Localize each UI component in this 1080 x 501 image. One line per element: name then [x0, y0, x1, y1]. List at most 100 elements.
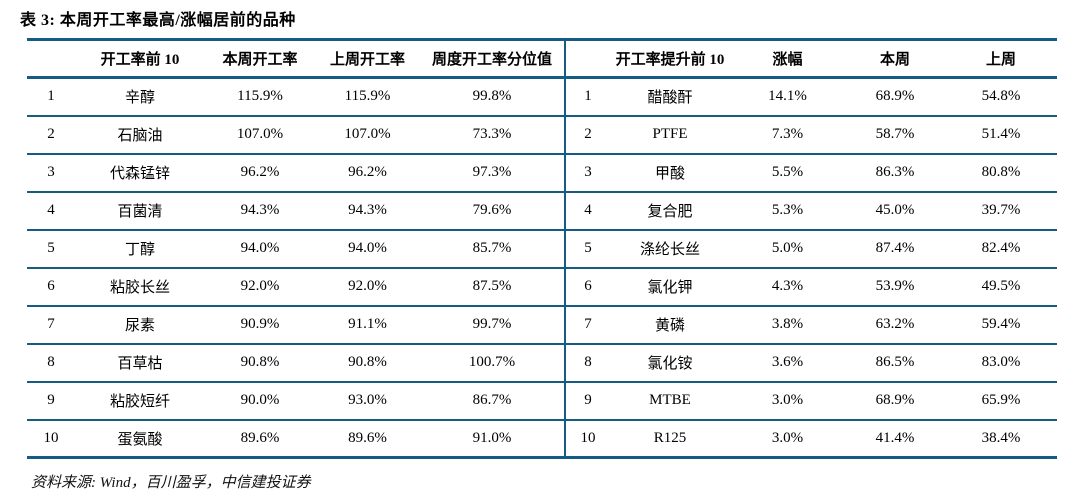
left-cell-this-week-rate: 107.0% — [236, 126, 284, 142]
left-cell-rank: 2 — [47, 126, 55, 142]
operating-rate-table: 开工率前 10 本周开工率 上周开工率 周度开工率分位值 开工率提升前 10 涨幅 本周 上周… — [27, 38, 1057, 459]
right-cell-last-week: 59.4% — [981, 316, 1021, 332]
left-cell-this-week-rate: 89.6% — [240, 429, 280, 446]
right-cell-last-week: 51.4% — [981, 126, 1021, 142]
right-cell-product: 氯化钾 — [647, 280, 693, 296]
right-cell-rank: 9 — [564, 381, 610, 420]
left-cell-last-week-rate: 91.1% — [348, 316, 387, 332]
right-cell-this-week: 68.9% — [875, 392, 915, 408]
right-cell-last-week: 65.9% — [981, 392, 1021, 408]
left-cell-last-week-rate: 94.3% — [348, 202, 387, 218]
table-row-8: 8 百草枯 90.8% 90.8% 100.7% 8 氯化铵 3.6% 86.5% 83.0% — [27, 343, 1057, 382]
left-cell-rank: 9 — [47, 392, 55, 408]
left-cell-weekly-percentile: 87.5% — [472, 278, 512, 294]
left-header-this-week-rate: 本周开工率 — [222, 52, 298, 68]
right-cell-change: 5.5% — [771, 164, 804, 180]
right-cell-rank: 10 — [564, 419, 610, 458]
left-cell-product: 粘胶长丝 — [109, 280, 170, 296]
right-cell-product: 黄磷 — [654, 318, 685, 334]
right-header-change: 涨幅 — [772, 52, 803, 68]
right-cell-rank: 6 — [564, 267, 610, 306]
left-cell-rank: 10 — [43, 429, 59, 446]
left-cell-product: 石脑油 — [117, 128, 163, 144]
left-cell-weekly-percentile: 100.7% — [468, 354, 516, 370]
left-cell-this-week-rate: 96.2% — [240, 164, 280, 180]
left-cell-rank: 4 — [47, 202, 55, 218]
right-cell-last-week: 80.8% — [981, 164, 1021, 180]
left-cell-this-week-rate: 90.0% — [240, 392, 280, 408]
table-row-5: 5 丁醇 94.0% 94.0% 85.7% 5 涤纶长丝 5.0% 87.4% 82.4% — [27, 229, 1057, 268]
left-cell-product: 百菌清 — [117, 204, 163, 220]
table-body: 1 辛醇 115.9% 115.9% 99.8% 1 醋酸酐 14.1% 68.9% 54.8% 2… — [27, 77, 1057, 458]
right-cell-last-week: 82.4% — [981, 240, 1021, 256]
right-cell-change: 3.8% — [771, 316, 804, 332]
right-cell-product: 复合肥 — [647, 204, 693, 220]
right-cell-last-week: 39.7% — [981, 202, 1021, 218]
right-cell-last-week: 49.5% — [981, 278, 1021, 294]
right-cell-last-week: 54.8% — [981, 88, 1021, 105]
left-cell-last-week-rate: 96.2% — [348, 164, 387, 180]
left-cell-weekly-percentile: 79.6% — [472, 202, 512, 218]
left-cell-product: 尿素 — [124, 318, 155, 334]
right-cell-this-week: 68.9% — [875, 88, 915, 105]
right-cell-rank: 4 — [564, 191, 610, 230]
left-cell-weekly-percentile: 86.7% — [472, 392, 512, 408]
left-cell-weekly-percentile: 91.0% — [472, 429, 512, 446]
left-cell-last-week-rate: 90.8% — [348, 354, 387, 370]
left-cell-last-week-rate: 107.0% — [344, 126, 391, 142]
right-header-rank — [564, 39, 610, 78]
right-cell-product: 涤纶长丝 — [639, 242, 700, 258]
source-note: 资料来源: Wind，百川盈孚，中信建投证券 — [31, 475, 311, 491]
right-cell-product: R125 — [653, 429, 687, 446]
left-cell-weekly-percentile: 99.8% — [472, 88, 512, 105]
right-cell-change: 4.3% — [771, 278, 804, 294]
right-cell-rank: 5 — [564, 229, 610, 268]
right-cell-this-week: 86.3% — [875, 164, 915, 180]
table-row-10: 10 蛋氨酸 89.6% 89.6% 91.0% 10 R125 3.0% 41.4% 38.4% — [27, 419, 1057, 458]
right-cell-this-week: 53.9% — [875, 278, 915, 294]
left-cell-this-week-rate: 94.3% — [240, 202, 280, 218]
table-row-4: 4 百菌清 94.3% 94.3% 79.6% 4 复合肥 5.3% 45.0% 39.7% — [27, 191, 1057, 230]
right-cell-rank: 1 — [564, 77, 610, 116]
right-cell-product: 甲酸 — [654, 166, 685, 182]
right-cell-change: 3.0% — [771, 429, 804, 446]
right-header-last-week: 上周 — [985, 52, 1016, 68]
left-cell-product: 百草枯 — [117, 356, 163, 372]
right-cell-rank: 7 — [564, 305, 610, 344]
right-cell-rank: 8 — [564, 343, 610, 382]
left-header-product: 开工率前 10 — [100, 52, 180, 68]
left-header-last-week-rate: 上周开工率 — [329, 52, 405, 68]
right-cell-change: 14.1% — [768, 88, 807, 105]
left-cell-product: 代森锰锌 — [109, 166, 170, 182]
left-cell-product: 蛋氨酸 — [117, 431, 163, 448]
table-title: 表 3: 本周开工率最高/涨幅居前的品种 — [20, 12, 296, 29]
right-cell-rank: 3 — [564, 153, 610, 192]
left-cell-last-week-rate: 94.0% — [348, 240, 387, 256]
left-cell-weekly-percentile: 97.3% — [472, 164, 512, 180]
table-header: 开工率前 10 本周开工率 上周开工率 周度开工率分位值 开工率提升前 10 涨幅 本周 上周 — [27, 39, 1057, 78]
right-cell-change: 3.6% — [771, 354, 804, 370]
left-cell-this-week-rate: 115.9% — [237, 88, 283, 105]
right-cell-product: MTBE — [649, 392, 691, 408]
left-cell-weekly-percentile: 85.7% — [472, 240, 512, 256]
left-cell-this-week-rate: 92.0% — [240, 278, 280, 294]
left-cell-rank: 5 — [47, 240, 55, 256]
right-cell-product: 醋酸酐 — [647, 90, 693, 107]
right-cell-this-week: 58.7% — [875, 126, 915, 142]
left-cell-last-week-rate: 115.9% — [344, 88, 391, 105]
left-cell-product: 辛醇 — [124, 90, 155, 107]
right-cell-last-week: 83.0% — [981, 354, 1021, 370]
right-header-this-week: 本周 — [879, 52, 910, 68]
right-cell-this-week: 87.4% — [875, 240, 915, 256]
left-cell-this-week-rate: 90.9% — [240, 316, 280, 332]
table-row-7: 7 尿素 90.9% 91.1% 99.7% 7 黄磷 3.8% 63.2% 59.4% — [27, 305, 1057, 344]
left-cell-last-week-rate: 89.6% — [348, 429, 387, 446]
table-row-2: 2 石脑油 107.0% 107.0% 73.3% 2 PTFE 7.3% 58.7% 51.4% — [27, 115, 1057, 154]
right-cell-this-week: 86.5% — [875, 354, 915, 370]
left-header-weekly-percentile: 周度开工率分位值 — [431, 52, 552, 68]
table-row-3: 3 代森锰锌 96.2% 96.2% 97.3% 3 甲酸 5.5% 86.3% 80.8% — [27, 153, 1057, 192]
right-header-product: 开工率提升前 10 — [615, 52, 725, 68]
left-cell-product: 丁醇 — [124, 242, 155, 258]
left-cell-this-week-rate: 90.8% — [240, 354, 280, 370]
left-header-rank — [27, 40, 75, 78]
